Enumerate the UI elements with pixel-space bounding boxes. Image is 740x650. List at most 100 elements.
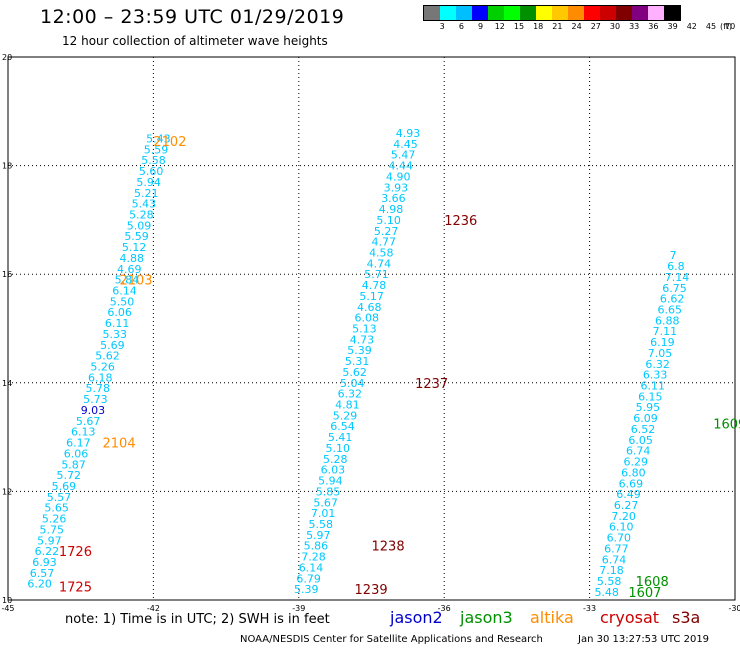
swh-value: 6.52 [631,423,656,436]
swh-value: 5.10 [325,442,350,455]
swh-value: 5.39 [294,583,319,596]
legend-label: 27 [590,22,601,31]
swh-value: 6.32 [338,388,363,401]
pass-label: 2103 [119,274,152,289]
swh-value: 5.26 [90,361,115,374]
swh-value: 4.78 [362,279,387,292]
swh-value: 5.47 [391,149,416,162]
swh-value: 5.84 [115,274,140,287]
swh-value: 3.93 [384,181,409,194]
swh-value: 5.69 [100,339,125,352]
pass-label: 1237 [415,377,448,392]
swh-value: 6.29 [624,456,649,469]
legend-swatch-8 [552,6,568,20]
swh-value: 5.41 [328,431,353,444]
color-legend-labels: 3 6 9 12 15 18 21 24 27 30 33 36 39 42 45 70 (ft) [423,22,736,34]
satellite-jason3-label: jason3 [460,608,513,627]
page-title: 12:00 – 23:59 UTC 01/29/2019 [40,6,345,28]
swh-value: 5.29 [333,409,358,422]
footer-credit: NOAA/NESDIS Center for Satellite Applica… [240,634,543,645]
legend-swatch-4 [488,6,504,20]
y-tick-label: 10 [2,596,12,605]
swh-value: 6.19 [650,336,675,349]
swh-value: 6.11 [640,380,665,393]
swh-value: 7.18 [599,564,624,577]
swh-value: 4.90 [386,170,411,183]
x-tick-label: -36 [438,604,451,613]
legend-swatch-6 [520,6,536,20]
x-tick-label: -33 [583,604,596,613]
y-tick-label: 18 [2,162,12,171]
swh-value: 4.77 [372,236,397,249]
pass-label: 1726 [59,545,92,560]
legend-label: 12 [494,22,505,31]
swh-value: 4.45 [393,138,418,151]
legend-label: 3 [439,22,445,31]
x-tick-label: -42 [147,604,160,613]
swh-value: 4.98 [379,203,404,216]
legend-swatch-5 [504,6,520,20]
legend-label: 42 [686,22,697,31]
legend-swatch-7 [536,6,552,20]
swh-value: 6.13 [71,426,96,439]
swh-value: 6.57 [30,567,54,580]
swh-value: 6.06 [64,447,88,460]
swh-value: 6.74 [602,553,627,566]
legend-label: 9 [478,22,484,31]
swh-value: 6.33 [643,369,668,382]
swh-value: 4.93 [396,127,421,140]
swh-value: 6.54 [330,420,355,433]
swh-value: 6.03 [321,464,346,477]
swh-value: 5.43 [146,132,171,145]
swh-value: 7 [670,249,677,262]
y-tick-label: 20 [2,53,12,62]
swh-value: 5.71 [364,268,389,281]
swh-value: 5.65 [44,502,69,515]
legend-label: 39 [667,22,678,31]
satellite-altika-label: altika [530,608,574,627]
swh-value: 4.73 [350,333,375,346]
swh-value: 5.60 [139,165,164,178]
swh-value: 6.14 [299,561,324,574]
swh-value: 6.20 [27,578,51,591]
legend-label: 24 [571,22,582,31]
swh-value: 7.28 [301,551,326,564]
swh-value: 5.48 [594,586,619,599]
satellite-cryosat-label: cryosat [600,608,660,627]
swh-value: 7.14 [665,271,690,284]
swh-value: 6.08 [355,312,380,325]
swh-value: 5.86 [304,540,329,553]
swh-value: 5.67 [313,496,338,509]
pass-label: 2104 [103,437,136,452]
swh-value: 5.57 [47,491,71,504]
x-tick-label: -45 [1,604,14,613]
swh-value: 7.05 [648,347,673,360]
swh-value: 5.58 [597,575,622,588]
pass-label: 1725 [59,580,92,595]
swh-value: 9.03 [81,404,106,417]
swh-value: 6.49 [616,488,641,501]
swh-value: 6.10 [609,521,634,534]
legend-swatch-3 [472,6,488,20]
page-subtitle: 12 hour collection of altimeter wave hei… [62,34,328,48]
legend-label: 70 [725,22,736,31]
swh-value: 5.33 [103,328,128,341]
y-tick-label: 14 [2,379,12,388]
swh-value: 6.14 [112,284,137,297]
pass-label: 2102 [153,135,186,150]
legend-swatch-13 [632,6,648,20]
swh-value: 6.27 [614,499,639,512]
swh-value: 5.62 [95,350,120,363]
swh-value: 6.65 [657,303,682,316]
legend-swatch-9 [568,6,584,20]
footer-timestamp: Jan 30 13:27:53 UTC 2019 [578,634,710,645]
swh-value: 5.62 [342,366,367,379]
pass-label: 1236 [444,214,477,229]
plot-frame [7,56,736,601]
swh-value: 5.67 [76,415,101,428]
swh-value: 6.79 [296,572,321,585]
swh-value: 5.28 [323,453,348,466]
pass-label: 1609 [713,418,740,433]
swh-value: 7.11 [653,325,678,338]
